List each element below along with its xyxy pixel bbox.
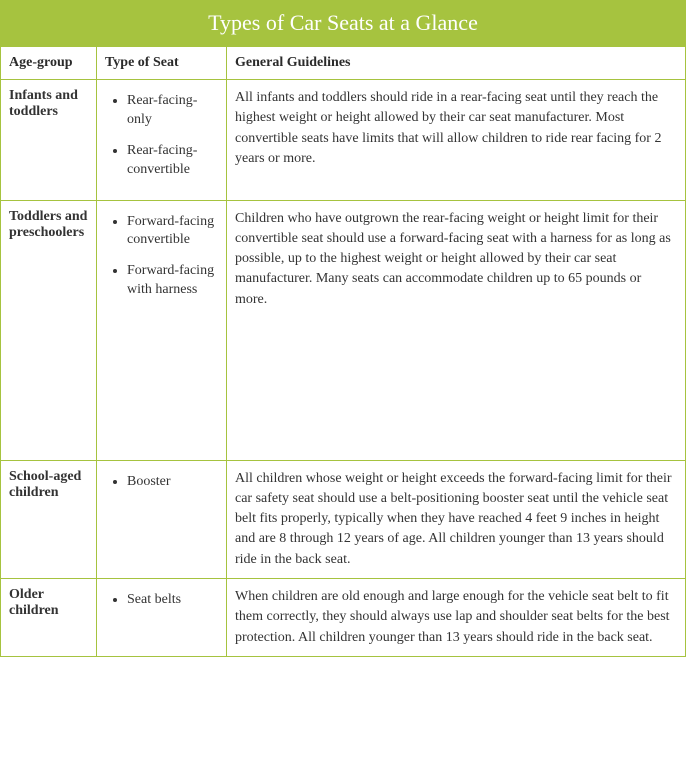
guidelines-cell: All infants and toddlers should ride in … — [227, 80, 686, 201]
age-group-cell: School-aged children — [1, 460, 97, 578]
seat-type-cell: Rear-facing-only Rear-facing-convertible — [97, 80, 227, 201]
car-seats-table-container: Types of Car Seats at a Glance Age-group… — [0, 0, 686, 657]
seat-type-item: Forward-facing convertible — [127, 213, 218, 251]
table-row: Infants and toddlersRear-facing-onlyRear… — [1, 80, 686, 201]
col-header-guide: General Guidelines — [227, 47, 686, 80]
guidelines-cell: When children are old enough and large e… — [227, 579, 686, 657]
seat-type-cell: Forward-facing convertible Forward-facing… — [97, 200, 227, 460]
table-header-row: Age-group Type of Seat General Guideline… — [1, 47, 686, 80]
seat-type-item: Rear-facing-only — [127, 92, 218, 130]
seat-type-cell: Seat belts — [97, 579, 227, 657]
age-group-cell: Toddlers and preschoolers — [1, 200, 97, 460]
table-title: Types of Car Seats at a Glance — [0, 0, 686, 46]
seat-type-item: Forward-facing with harness — [127, 262, 218, 300]
seat-type-item: Seat belts — [127, 591, 218, 610]
table-row: Toddlers and preschoolersForward-facing … — [1, 200, 686, 460]
guidelines-cell: Children who have outgrown the rear-faci… — [227, 200, 686, 460]
age-group-cell: Infants and toddlers — [1, 80, 97, 201]
table-body: Infants and toddlersRear-facing-onlyRear… — [1, 80, 686, 657]
seat-type-list: Rear-facing-only Rear-facing-convertible — [105, 92, 218, 180]
guidelines-cell: All children whose weight or height exce… — [227, 460, 686, 578]
seat-type-item: Booster — [127, 473, 218, 492]
seat-type-list: Booster — [105, 473, 218, 492]
col-header-age: Age-group — [1, 47, 97, 80]
seat-type-cell: Booster — [97, 460, 227, 578]
age-group-cell: Older children — [1, 579, 97, 657]
col-header-type: Type of Seat — [97, 47, 227, 80]
car-seats-table: Age-group Type of Seat General Guideline… — [0, 46, 686, 657]
seat-type-item: Rear-facing-convertible — [127, 142, 218, 180]
seat-type-list: Seat belts — [105, 591, 218, 610]
table-row: School-aged children Booster All children … — [1, 460, 686, 578]
seat-type-list: Forward-facing convertible Forward-facing… — [105, 213, 218, 301]
table-row: Older children Seat belts When children ar… — [1, 579, 686, 657]
